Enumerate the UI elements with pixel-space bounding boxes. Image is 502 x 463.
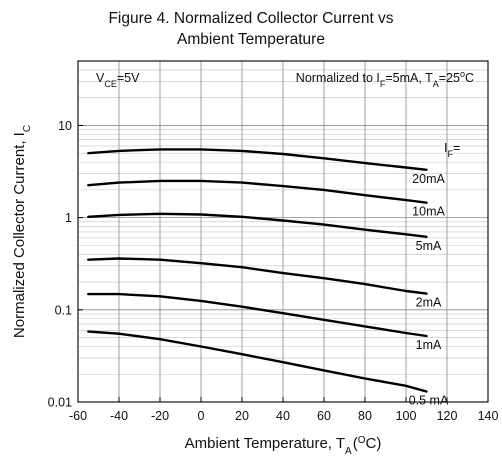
x-tick-label: 60 — [317, 409, 331, 423]
series-line-5mA — [87, 212, 428, 238]
x-tick-label: 20 — [235, 409, 249, 423]
x-tick-label: -40 — [110, 409, 128, 423]
y-tick-label: 1 — [65, 211, 72, 225]
series-line-1mA — [87, 292, 428, 338]
x-tick-label: 80 — [358, 409, 372, 423]
y-tick-label: 10 — [58, 119, 72, 133]
y-axis-label: Normalized Collector Current, IC — [11, 125, 33, 338]
x-tick-label: 140 — [478, 409, 499, 423]
series-label-0.5mA: 0.5 mA — [409, 393, 449, 407]
normalization-annotation: Normalized to IF=5mA, TA=25oC — [296, 69, 474, 89]
series-line-20mA — [87, 148, 428, 171]
series-label-10mA: 10mA — [412, 205, 445, 219]
x-axis-label: Ambient Temperature, TA(OC) — [185, 435, 382, 457]
x-tick-label: -60 — [69, 409, 87, 423]
x-tick-label: 120 — [437, 409, 458, 423]
y-tick-label: 0.1 — [55, 303, 72, 317]
x-tick-label: 100 — [396, 409, 417, 423]
series-label-1mA: 1mA — [416, 338, 442, 352]
chart-title-line-1: Figure 4. Normalized Collector Current v… — [108, 10, 394, 27]
series-label-5mA: 5mA — [416, 239, 442, 253]
series-label-2mA: 2mA — [416, 296, 442, 310]
x-tick-label: 40 — [276, 409, 290, 423]
vce-annotation: VCE=5V — [96, 71, 140, 89]
x-tick-label: 0 — [198, 409, 205, 423]
series-label-20mA: 20mA — [412, 172, 445, 186]
series-line-10mA — [87, 179, 428, 204]
x-tick-label: -20 — [151, 409, 169, 423]
y-tick-label: 0.01 — [48, 396, 72, 410]
legend-header: IF= — [444, 141, 460, 159]
series-line-0.5mA — [87, 330, 428, 393]
series-line-2mA — [87, 257, 428, 295]
chart-title-line-2: Ambient Temperature — [177, 31, 325, 48]
